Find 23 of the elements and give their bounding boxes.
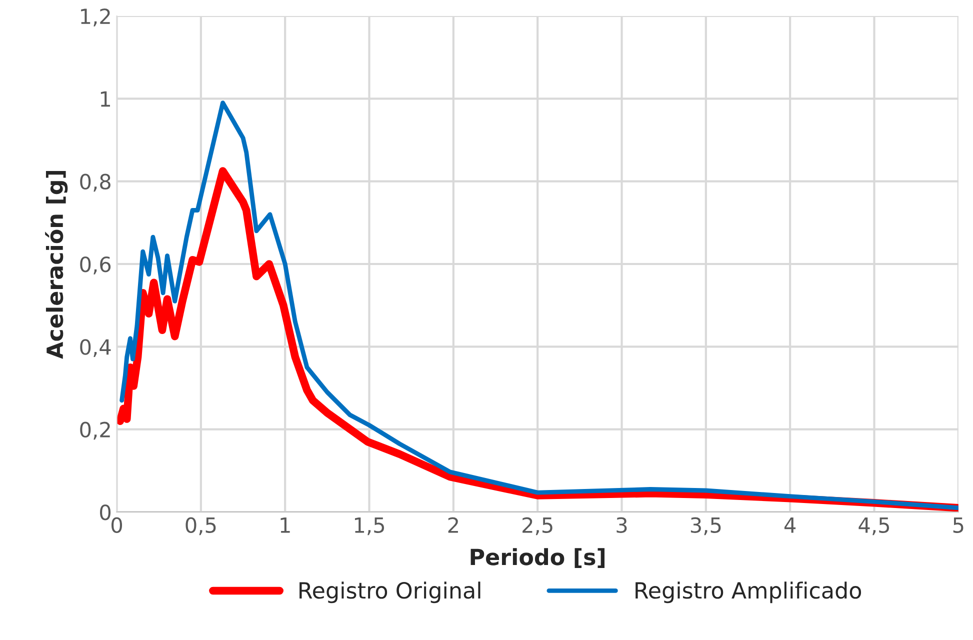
legend-label: Registro Amplificado: [636, 582, 862, 604]
x-tick-label: 3: [616, 517, 627, 533]
x-tick-label: 3,5: [690, 517, 721, 536]
y-tick-label: 0: [100, 504, 111, 520]
y-tick-label: 0,4: [80, 339, 111, 358]
line-series: [120, 100, 958, 510]
x-tick-label: 4,5: [858, 518, 889, 536]
y-tick-label: 0,8: [80, 174, 110, 192]
x-tick-label: 2: [448, 517, 458, 533]
y-tick-label: 0,6: [80, 256, 111, 274]
legend-label: Registro Original: [300, 582, 480, 604]
y-tick-label: 1,2: [81, 8, 110, 26]
x-tick-label: 2,5: [522, 517, 552, 536]
x-tick-label: 0,5: [186, 517, 216, 536]
y-tick-label: 0,2: [80, 422, 110, 440]
x-tick-label: 1: [280, 518, 290, 533]
y-axis-title: Aceleración [g]: [45, 170, 68, 359]
x-axis-title: Periodo [s]: [470, 548, 604, 568]
x-tick-label: 0: [112, 517, 122, 533]
x-tick-label: 1,5: [354, 518, 384, 536]
x-tick-label: 5: [953, 518, 964, 533]
y-tick-label: 1: [100, 91, 110, 107]
x-tick-label: 4: [784, 518, 796, 533]
